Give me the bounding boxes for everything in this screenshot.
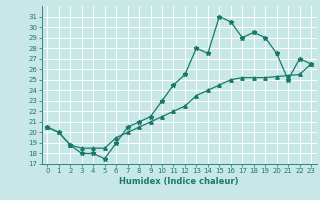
X-axis label: Humidex (Indice chaleur): Humidex (Indice chaleur) (119, 177, 239, 186)
